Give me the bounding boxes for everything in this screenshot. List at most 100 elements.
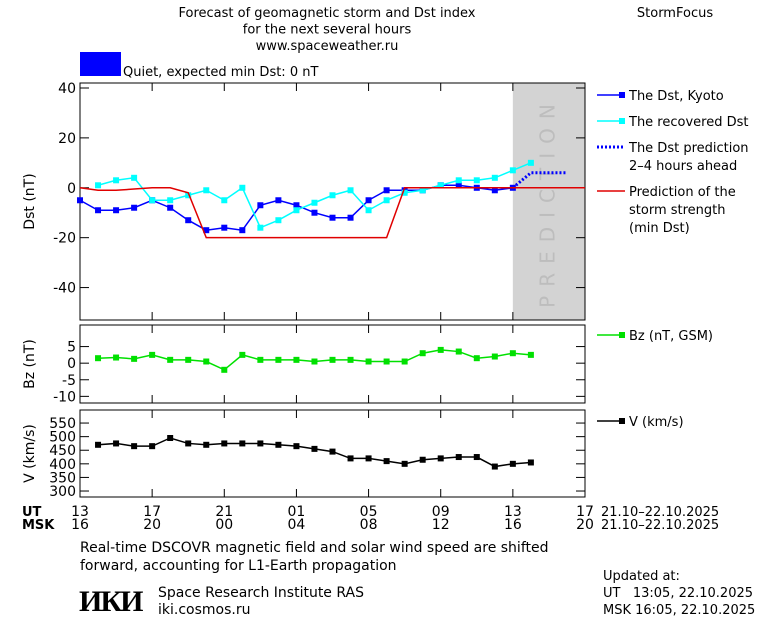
data-point [113, 440, 120, 447]
x-tick-label: 21 [215, 504, 233, 520]
y-tick-label: 0 [67, 181, 76, 197]
data-point [167, 435, 174, 442]
y-tick-label: 40 [58, 81, 76, 97]
data-point [311, 358, 318, 365]
data-point [185, 356, 192, 363]
legend-label: The Dst, Kyoto [628, 89, 724, 104]
y-axis-title: Bz (nT) [22, 339, 38, 389]
y-tick-label: 350 [49, 470, 76, 486]
data-point [329, 448, 336, 455]
data-point [185, 192, 192, 199]
data-point [257, 440, 264, 447]
data-point [95, 182, 102, 189]
data-point [365, 197, 372, 204]
data-point [311, 209, 318, 216]
data-point [131, 355, 138, 362]
y-tick-label: -20 [53, 231, 76, 247]
series-line [79, 187, 585, 239]
data-point [491, 463, 498, 470]
data-point [383, 187, 390, 194]
x-tick-label: 17 [576, 504, 594, 520]
logo: ИКИ [79, 585, 143, 618]
data-point [419, 456, 426, 463]
y-tick-label: 400 [49, 457, 76, 473]
data-point [293, 356, 300, 363]
data-point [113, 354, 120, 361]
data-point [149, 443, 156, 450]
y-tick-label: 0 [67, 356, 76, 372]
x-tick-label: 17 [143, 504, 161, 520]
x-tick-label: 08 [360, 517, 378, 533]
plot-frame [79, 409, 586, 498]
data-point [221, 366, 228, 373]
data-point [275, 217, 282, 224]
data-point [257, 356, 264, 363]
y-tick-label: 450 [49, 443, 76, 459]
x-tick-label: 01 [288, 504, 306, 520]
data-point [329, 214, 336, 221]
data-point [437, 346, 444, 353]
data-point [491, 174, 498, 181]
data-point [293, 443, 300, 450]
data-point [203, 187, 210, 194]
data-point [527, 351, 534, 358]
x-tick-label: 20 [143, 517, 161, 533]
brand: StormFocus [637, 6, 713, 21]
data-point [95, 355, 102, 362]
data-point [401, 460, 408, 467]
data-point [221, 224, 228, 231]
data-point [527, 159, 534, 166]
x-tick-label: 16 [71, 517, 89, 533]
title-line: www.spaceweather.ru [256, 39, 399, 54]
data-point [491, 353, 498, 360]
y-axis-title: V (km/s) [22, 424, 38, 483]
institute-name: Space Research Institute RAS [158, 585, 364, 601]
data-point [437, 182, 444, 189]
data-point [383, 358, 390, 365]
data-point [383, 197, 390, 204]
note-line: forward, accounting for L1-Earth propaga… [80, 558, 397, 574]
data-point [401, 358, 408, 365]
time-row-dates: 21.10–22.10.2025 [601, 518, 719, 533]
legend-marker [619, 92, 625, 98]
data-point [203, 441, 210, 448]
data-point [509, 167, 516, 174]
data-point [329, 356, 336, 363]
legend-label: (min Dst) [629, 221, 690, 236]
data-point [113, 177, 120, 184]
data-point [437, 455, 444, 462]
prediction-band [512, 83, 585, 320]
data-point [473, 177, 480, 184]
data-point [203, 358, 210, 365]
time-row-name: MSK [22, 518, 55, 533]
legend-label: V (km/s) [629, 415, 684, 430]
data-point [365, 207, 372, 214]
data-point [455, 348, 462, 355]
data-point [203, 227, 210, 234]
y-tick-label: 500 [49, 430, 76, 446]
x-tick-label: 16 [504, 517, 522, 533]
data-point [95, 441, 102, 448]
data-point [365, 358, 372, 365]
data-point [167, 197, 174, 204]
data-point [185, 217, 192, 224]
data-point [527, 459, 534, 466]
legend-marker [619, 332, 625, 338]
legend-marker [619, 418, 625, 424]
data-point [95, 207, 102, 214]
data-point [347, 455, 354, 462]
legend-label: Prediction of the [629, 185, 736, 200]
y-tick-label: 5 [67, 340, 76, 356]
legend-label: The Dst prediction [628, 141, 749, 156]
updated-line: UT 13:05, 22.10.2025 [603, 586, 753, 601]
x-tick-label: 04 [288, 517, 306, 533]
data-point [347, 214, 354, 221]
data-point [275, 197, 282, 204]
data-point [257, 202, 264, 209]
data-point [131, 443, 138, 450]
data-point [473, 355, 480, 362]
y-tick-label: -10 [53, 389, 76, 405]
legend-label: storm strength [629, 203, 726, 218]
x-tick-label: 13 [71, 504, 89, 520]
